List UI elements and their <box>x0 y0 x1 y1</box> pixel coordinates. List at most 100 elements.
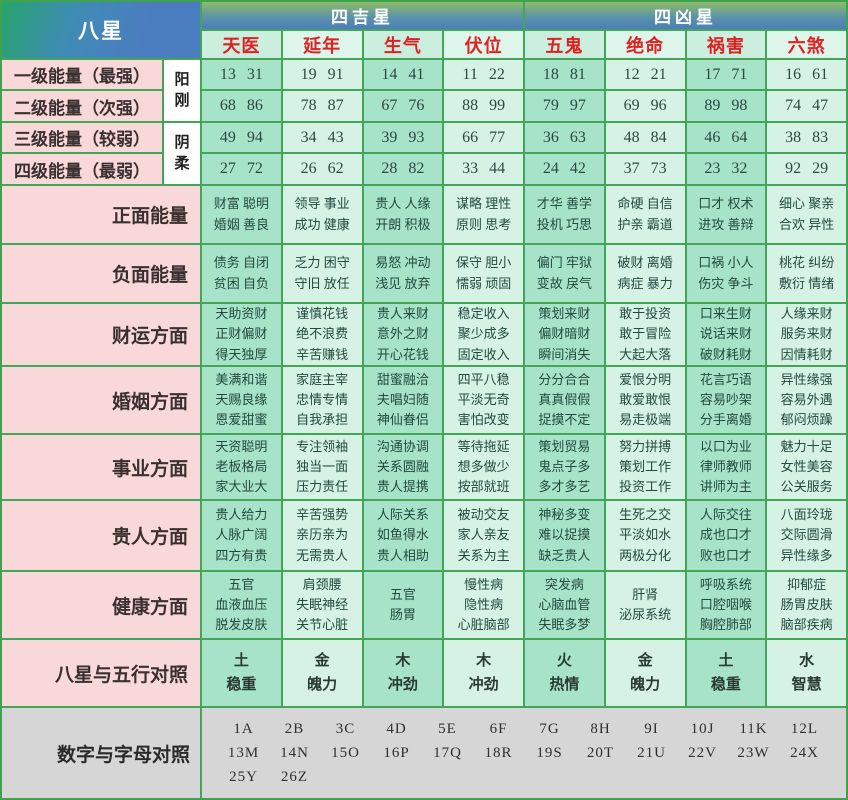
number-letter-item: 24X <box>790 744 819 761</box>
data-cell: 19 91 <box>282 60 362 89</box>
data-cell: 肩颈腰 失眠神经 关节心脏 <box>282 572 362 638</box>
number-letter-item: 9I <box>644 720 659 737</box>
data-cell: 偏门 牢狱 变故 戾气 <box>525 245 604 302</box>
row-label-energy-2: 二级能量（次强） <box>2 91 162 121</box>
data-cell: 谋略 理性 原则 思考 <box>444 186 523 243</box>
star-column-header-huohai: 祸害 <box>686 31 766 58</box>
number-letter-item: 13M <box>227 744 260 761</box>
data-cell: 天助资财 正财偏财 得天独厚 <box>202 304 281 365</box>
data-cell: 口祸 小人 伤灾 争斗 <box>686 245 766 302</box>
data-cell: 水 智慧 <box>767 640 846 706</box>
data-cell: 46 64 <box>686 123 766 152</box>
data-cell: 木 冲劲 <box>444 640 523 706</box>
data-cell: 49 94 <box>202 123 281 152</box>
number-letter-item: 18R <box>484 744 513 761</box>
data-cell: 33 44 <box>444 154 523 184</box>
data-cell: 11 22 <box>444 60 523 89</box>
data-cell: 突发病 心脑血管 失眠多梦 <box>525 572 604 638</box>
data-cell: 呼吸系统 口腔咽喉 胸腔肺部 <box>686 572 766 638</box>
number-letter-grid: 1A 2B 3C 4D 5E 6F 7G 8H 9I 10J 11K 12L 1… <box>202 708 846 798</box>
data-cell: 才华 善学 投机 巧思 <box>525 186 604 243</box>
row-label-career: 事业方面 <box>2 435 200 499</box>
data-cell: 天资聪明 老板格局 家大业大 <box>202 435 281 499</box>
star-column-header-yannian: 延年 <box>282 31 362 58</box>
data-cell: 以口为业 律师教师 讲师为主 <box>686 435 766 499</box>
data-cell: 38 83 <box>767 123 846 152</box>
data-cell: 辛苦强势 亲历亲为 无需贵人 <box>282 501 362 570</box>
row-label-wealth: 财运方面 <box>2 304 200 365</box>
data-cell: 美满和谐 天赐良缘 恩爱甜蜜 <box>202 367 281 433</box>
data-cell: 16 61 <box>767 60 846 89</box>
data-cell: 沟通协调 关系圆融 贵人提携 <box>363 435 443 499</box>
data-cell: 48 84 <box>605 123 685 152</box>
data-cell: 92 29 <box>767 154 846 184</box>
data-cell: 78 87 <box>282 91 362 121</box>
data-cell: 神秘多变 难以捉摸 缺乏贵人 <box>525 501 604 570</box>
data-cell: 八面玲珑 交际圆滑 异性缘多 <box>767 501 846 570</box>
data-cell: 稳定收入 聚少成多 固定收入 <box>444 304 523 365</box>
data-cell: 金 魄力 <box>605 640 685 706</box>
data-cell: 易怒 冲动 浅见 放弃 <box>363 245 443 302</box>
data-cell: 74 47 <box>767 91 846 121</box>
row-label-number-letter: 数字与字母对照 <box>2 708 200 798</box>
data-cell: 67 76 <box>363 91 443 121</box>
data-cell: 人际交往 成也口才 败也口才 <box>686 501 766 570</box>
table-title: 八星 <box>2 2 200 58</box>
data-cell: 五官 肠胃 <box>363 572 443 638</box>
data-cell: 细心 聚亲 合欢 异性 <box>767 186 846 243</box>
data-cell: 乏力 困守 守旧 放任 <box>282 245 362 302</box>
data-cell: 土 稳重 <box>202 640 281 706</box>
number-letter-item: 8H <box>590 720 611 737</box>
number-letter-item: 2B <box>284 720 305 737</box>
row-label-marriage: 婚姻方面 <box>2 367 200 433</box>
data-cell: 36 63 <box>525 123 604 152</box>
data-cell: 23 32 <box>686 154 766 184</box>
data-cell: 12 21 <box>605 60 685 89</box>
data-cell: 人际关系 如鱼得水 贵人相助 <box>363 501 443 570</box>
data-cell: 26 62 <box>282 154 362 184</box>
good-stars-group-header: 四吉星 <box>202 2 523 29</box>
number-letter-item: 6F <box>489 720 508 737</box>
data-cell: 等待拖延 想多做少 按部就班 <box>444 435 523 499</box>
number-letter-item: 1A <box>233 720 254 737</box>
row-label-five-elements: 八星与五行对照 <box>2 640 200 706</box>
data-cell: 抑郁症 肠胃皮肤 脑部疾病 <box>767 572 846 638</box>
data-cell: 领导 事业 成功 健康 <box>282 186 362 243</box>
data-cell: 34 43 <box>282 123 362 152</box>
bad-stars-group-header: 四凶星 <box>525 2 846 29</box>
star-column-header-tianyi: 天医 <box>202 31 281 58</box>
number-letter-item: 7G <box>539 720 560 737</box>
data-cell: 慢性病 隐性病 心脏脑部 <box>444 572 523 638</box>
data-cell: 命硬 自信 护亲 霸道 <box>605 186 685 243</box>
data-cell: 保守 胆小 懦弱 顽固 <box>444 245 523 302</box>
data-cell: 异性缘强 容易外遇 郁闷烦躁 <box>767 367 846 433</box>
data-cell: 桃花 纠纷 敷衍 情绪 <box>767 245 846 302</box>
row-label-positive-energy: 正面能量 <box>2 186 200 243</box>
data-cell: 努力拼搏 策划工作 投资工作 <box>605 435 685 499</box>
data-cell: 肝肾 泌尿系统 <box>605 572 685 638</box>
number-letter-item: 19S <box>536 744 563 761</box>
row-label-energy-4: 四级能量（最弱） <box>2 154 162 184</box>
data-cell: 魅力十足 女性美容 公关服务 <box>767 435 846 499</box>
data-cell: 谨慎花钱 绝不浪费 辛苦赚钱 <box>282 304 362 365</box>
data-cell: 66 77 <box>444 123 523 152</box>
star-column-header-fuwei: 伏位 <box>444 31 523 58</box>
number-letter-item: 23W <box>737 744 770 761</box>
data-cell: 贵人 人缘 开朗 积极 <box>363 186 443 243</box>
data-cell: 金 魄力 <box>282 640 362 706</box>
data-cell: 爱恨分明 敢爱敢恨 易走极端 <box>605 367 685 433</box>
data-cell: 14 41 <box>363 60 443 89</box>
data-cell: 口才 权术 进攻 善辩 <box>686 186 766 243</box>
data-cell: 敢于投资 敢于冒险 大起大落 <box>605 304 685 365</box>
number-letter-item: 16P <box>383 744 410 761</box>
data-cell: 土 稳重 <box>686 640 766 706</box>
data-cell: 债务 自闭 贫困 自负 <box>202 245 281 302</box>
number-letter-item: 22V <box>688 744 717 761</box>
data-cell: 口来生财 说话来财 破财耗财 <box>686 304 766 365</box>
data-cell: 28 82 <box>363 154 443 184</box>
number-letter-item: 25Y <box>229 768 258 785</box>
data-cell: 财富 聪明 婚姻 善良 <box>202 186 281 243</box>
number-letter-item: 12L <box>790 720 819 737</box>
data-cell: 破财 离婚 病症 暴力 <box>605 245 685 302</box>
data-cell: 68 86 <box>202 91 281 121</box>
